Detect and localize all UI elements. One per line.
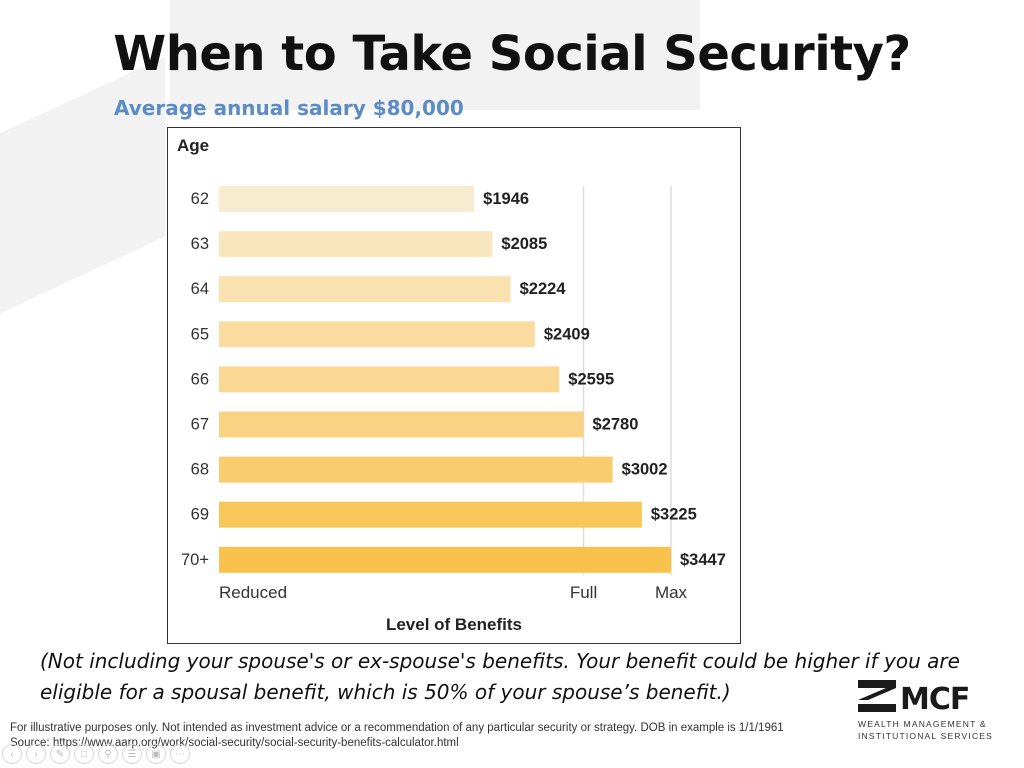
logo-tagline: WEALTH MANAGEMENT & (858, 719, 987, 729)
x-tick-label: Full (570, 583, 597, 602)
note-line: (Not including your spouse's or ex-spous… (40, 649, 960, 673)
x-tick-label: Reduced (219, 583, 287, 602)
disclaimer: For illustrative purposes only. Not inte… (10, 721, 784, 751)
copy-icon[interactable]: □ (74, 744, 94, 764)
benefits-bar-chart: Age 62 $1946 63 $2085 64 $2224 65 $2409 66 $2595 67… (177, 136, 726, 634)
data-label: $2085 (501, 235, 547, 253)
disclaimer-text: For illustrative purposes only. Not inte… (10, 722, 784, 734)
logo-name: MCF (900, 682, 970, 717)
mcf-logo: MCF WEALTH MANAGEMENT & INSTITUTIONAL SE… (856, 676, 996, 746)
category-label: 66 (191, 370, 209, 388)
notes-icon[interactable]: ☰ (122, 744, 142, 764)
spousal-benefit-note: (Not including your spouse's or ex-spous… (40, 646, 1000, 708)
slide-title: When to Take Social Security? (113, 26, 911, 82)
zoom-icon[interactable]: ⚲ (98, 744, 118, 764)
bar (219, 456, 613, 483)
category-label: 70+ (181, 551, 209, 569)
data-label: $3225 (651, 506, 697, 524)
forward-icon[interactable]: › (26, 744, 46, 764)
note-line: eligible for a spousal benefit, which is… (40, 680, 731, 704)
pen-icon[interactable]: ✎ (50, 744, 70, 764)
bar (219, 231, 493, 258)
bar (219, 546, 671, 573)
presentation-toolbar: ‹ › ✎ □ ⚲ ☰ ▣ ⋯ (2, 744, 190, 764)
bar (219, 501, 642, 528)
data-label: $2595 (568, 370, 614, 388)
bar (219, 276, 511, 303)
category-label: 69 (191, 506, 209, 524)
bar (219, 366, 560, 393)
bar (219, 321, 535, 348)
screen-icon[interactable]: ▣ (146, 744, 166, 764)
data-label: $2780 (593, 416, 639, 434)
chart-frame: Age 62 $1946 63 $2085 64 $2224 65 $2409 66 $2595 67… (167, 127, 741, 644)
bar (219, 186, 475, 212)
more-icon[interactable]: ⋯ (170, 744, 190, 764)
data-label: $3447 (680, 551, 726, 569)
data-label: $2224 (520, 280, 567, 298)
x-tick-label: Max (655, 583, 688, 602)
data-label: $1946 (483, 190, 529, 208)
y-axis-label: Age (177, 136, 209, 155)
source-text: Source: https://www.aarp.org/work/social… (10, 737, 459, 749)
background-shape (170, 0, 700, 110)
category-label: 63 (191, 235, 209, 253)
slide-subtitle: Average annual salary $80,000 (114, 96, 464, 120)
category-label: 65 (191, 325, 209, 343)
bar (219, 411, 584, 438)
data-label: $3002 (622, 461, 668, 479)
data-label: $2409 (544, 325, 590, 343)
category-label: 68 (191, 461, 209, 479)
back-icon[interactable]: ‹ (2, 744, 22, 764)
category-label: 64 (191, 280, 209, 298)
logo-tagline: INSTITUTIONAL SERVICES (858, 731, 994, 741)
category-label: 62 (191, 190, 209, 208)
category-label: 67 (191, 416, 209, 434)
x-axis-label: Level of Benefits (386, 615, 522, 634)
mcf-logo-mark-icon (858, 680, 896, 712)
